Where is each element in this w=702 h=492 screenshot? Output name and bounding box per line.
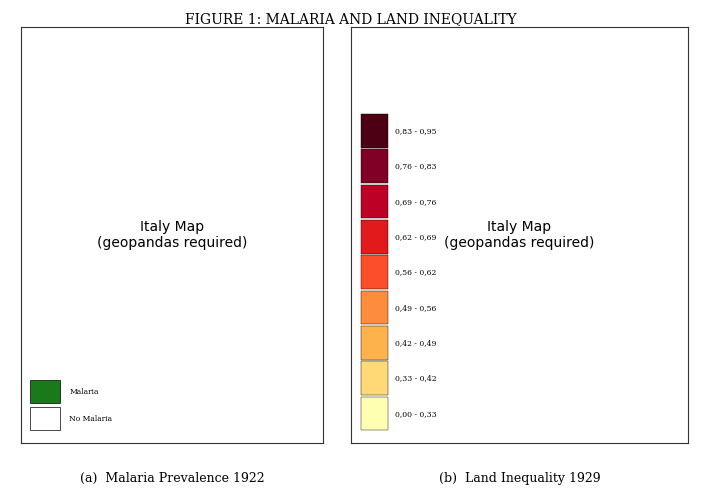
Text: 0,00 - 0,33: 0,00 - 0,33	[395, 410, 437, 418]
Text: Malaria: Malaria	[69, 388, 99, 396]
Text: 0,62 - 0,69: 0,62 - 0,69	[395, 233, 436, 241]
Bar	[361, 220, 388, 254]
Bar	[361, 114, 388, 148]
Bar	[361, 397, 388, 430]
Text: 0,42 - 0,49: 0,42 - 0,49	[395, 339, 436, 347]
Text: (a)  Malaria Prevalence 1922: (a) Malaria Prevalence 1922	[80, 472, 264, 485]
Text: Italy Map
(geopandas required): Italy Map (geopandas required)	[444, 220, 595, 250]
Bar	[361, 326, 388, 360]
Text: 0,76 - 0,83: 0,76 - 0,83	[395, 162, 437, 170]
Text: Italy Map
(geopandas required): Italy Map (geopandas required)	[97, 220, 247, 250]
Bar	[361, 150, 388, 183]
Bar	[361, 184, 388, 218]
Bar	[30, 380, 60, 403]
Text: No Malaria: No Malaria	[69, 415, 112, 423]
Text: FIGURE 1: MALARIA AND LAND INEQUALITY: FIGURE 1: MALARIA AND LAND INEQUALITY	[185, 12, 517, 26]
Text: 0,69 - 0,76: 0,69 - 0,76	[395, 198, 436, 206]
Text: (b)  Land Inequality 1929: (b) Land Inequality 1929	[439, 472, 600, 485]
Text: 0,33 - 0,42: 0,33 - 0,42	[395, 374, 437, 382]
Bar	[361, 255, 388, 289]
Bar	[30, 407, 60, 430]
Text: 0,49 - 0,56: 0,49 - 0,56	[395, 304, 436, 312]
Bar	[361, 362, 388, 395]
Bar	[361, 291, 388, 324]
Text: 0,56 - 0,62: 0,56 - 0,62	[395, 268, 436, 277]
Text: 0,83 - 0,95: 0,83 - 0,95	[395, 127, 437, 135]
